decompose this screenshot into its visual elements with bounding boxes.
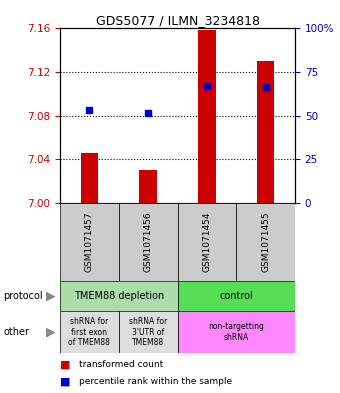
Text: ▶: ▶ (46, 290, 56, 303)
Text: GSM1071454: GSM1071454 (202, 212, 211, 272)
Text: GSM1071457: GSM1071457 (85, 212, 94, 272)
Text: GSM1071455: GSM1071455 (261, 212, 270, 272)
Text: TMEM88 depletion: TMEM88 depletion (74, 291, 164, 301)
Text: percentile rank within the sample: percentile rank within the sample (79, 377, 232, 386)
Text: non-targetting
shRNA: non-targetting shRNA (208, 322, 264, 342)
Bar (60, 203, 119, 281)
Title: GDS5077 / ILMN_3234818: GDS5077 / ILMN_3234818 (96, 14, 259, 27)
Text: transformed count: transformed count (79, 360, 163, 369)
Bar (177, 281, 295, 311)
Text: GSM1071456: GSM1071456 (143, 212, 153, 272)
Bar (139, 170, 157, 203)
Bar (60, 311, 119, 353)
Bar (177, 203, 236, 281)
Bar (198, 30, 216, 203)
Bar (119, 311, 177, 353)
Bar (177, 311, 295, 353)
Text: ■: ■ (60, 360, 70, 369)
Text: shRNA for
3'UTR of
TMEM88: shRNA for 3'UTR of TMEM88 (129, 317, 167, 347)
Text: ■: ■ (60, 376, 70, 387)
Bar (236, 203, 295, 281)
Bar (81, 153, 98, 203)
Text: shRNA for
first exon
of TMEM88: shRNA for first exon of TMEM88 (68, 317, 110, 347)
Text: control: control (219, 291, 253, 301)
Bar (119, 203, 177, 281)
Text: ▶: ▶ (46, 325, 56, 338)
Text: protocol: protocol (3, 291, 43, 301)
Text: other: other (3, 327, 29, 337)
Bar (257, 61, 274, 203)
Bar (60, 281, 177, 311)
